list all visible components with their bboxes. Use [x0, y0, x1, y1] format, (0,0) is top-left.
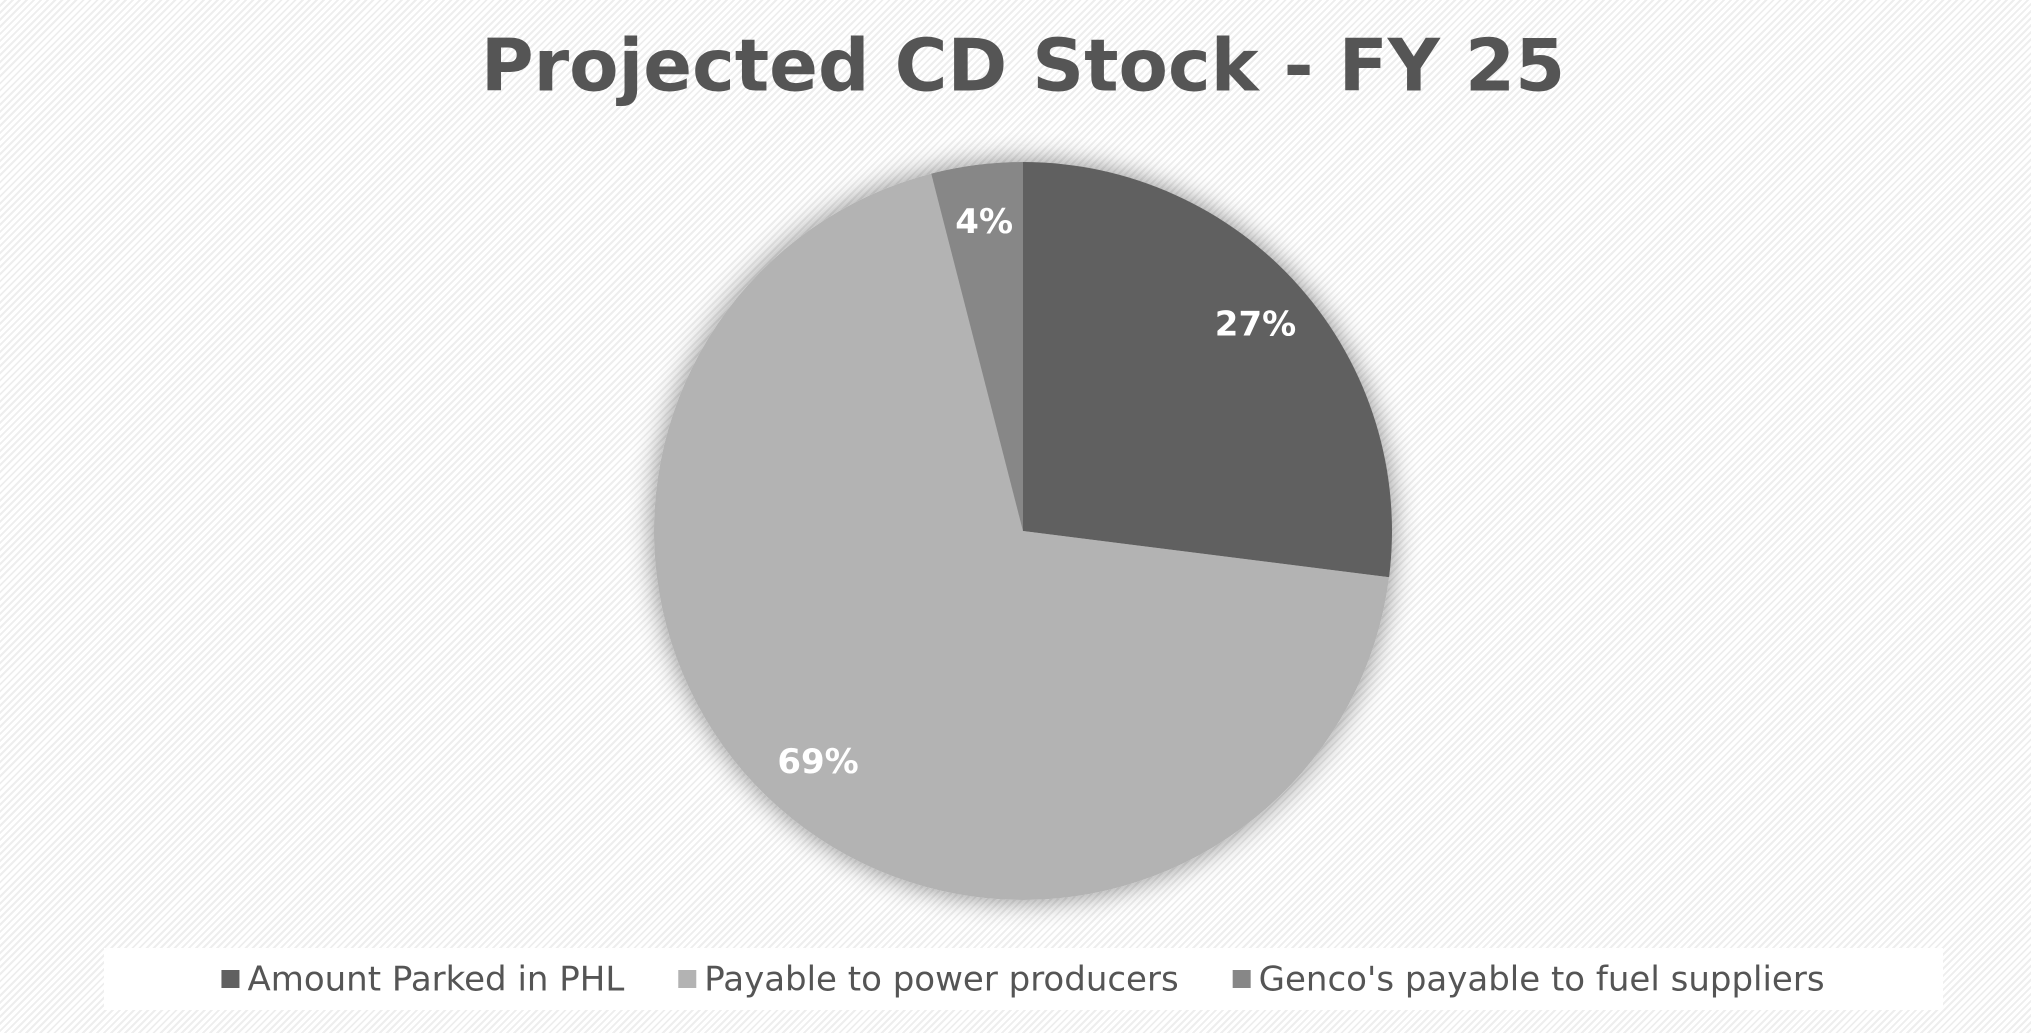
data-label: 27%	[1215, 305, 1296, 345]
pie-slice	[654, 173, 1390, 900]
data-labels: 27% 69% 4%	[777, 202, 1296, 782]
pie-slice	[1023, 162, 1392, 578]
legend-swatch	[221, 970, 240, 988]
legend: Amount Parked in PHL Payable to power pro…	[221, 960, 1825, 1000]
pie-slice	[931, 162, 1023, 531]
pie	[654, 162, 1392, 900]
legend-box	[104, 948, 1943, 1010]
legend-swatch	[678, 970, 697, 988]
chart-title: Projected CD Stock - FY 25	[481, 24, 1565, 108]
data-label: 4%	[955, 202, 1013, 242]
legend-label: Amount Parked in PHL	[247, 960, 624, 1000]
legend-label: Payable to power producers	[704, 960, 1178, 1000]
legend-label: Genco's payable to fuel suppliers	[1259, 960, 1825, 1000]
data-label: 69%	[777, 742, 858, 782]
legend-swatch	[1232, 970, 1251, 988]
